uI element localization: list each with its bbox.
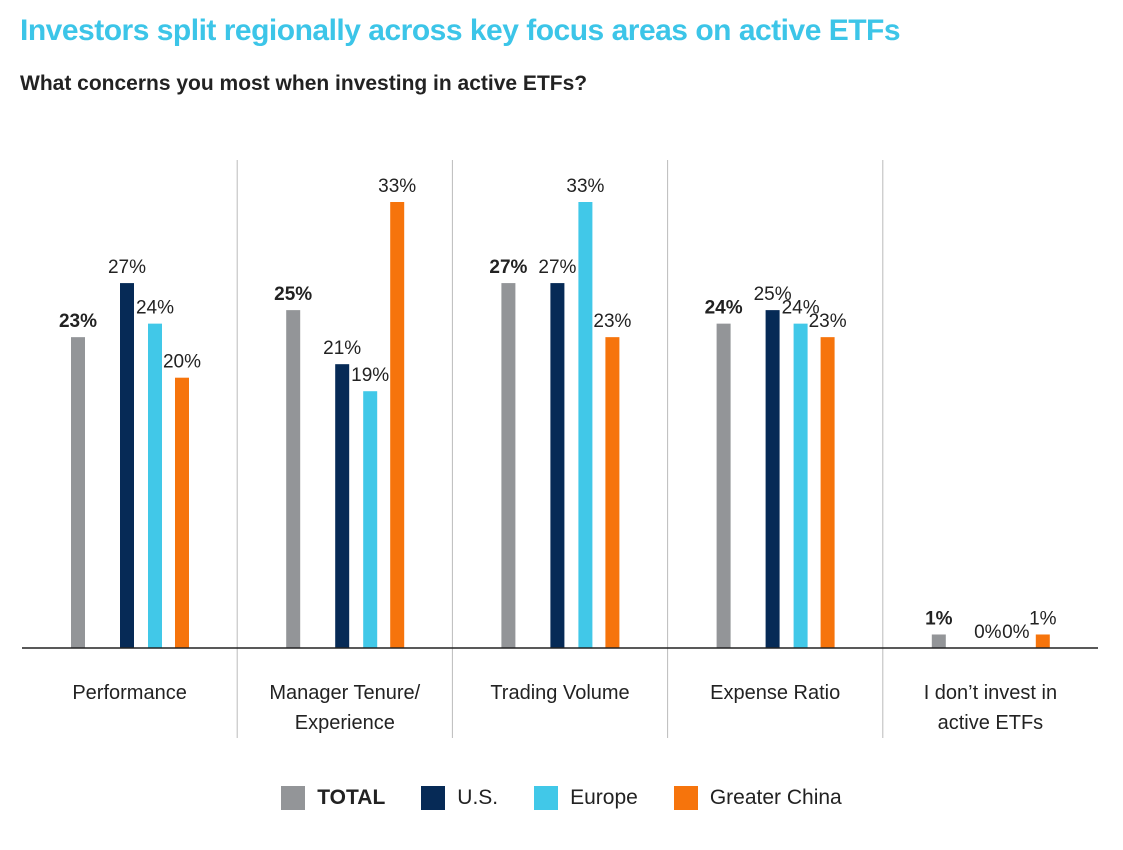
category-label: Experience bbox=[295, 712, 395, 734]
data-label-total: 27% bbox=[489, 257, 527, 278]
legend-item-china: Greater China bbox=[673, 786, 842, 810]
legend-item-europe: Europe bbox=[534, 786, 638, 810]
data-label-china: 20% bbox=[163, 352, 201, 373]
category-label: Expense Ratio bbox=[710, 682, 840, 704]
bar-china bbox=[605, 337, 620, 648]
bar-us bbox=[120, 283, 134, 648]
legend-swatch-europe bbox=[534, 786, 559, 810]
data-label-total: 24% bbox=[705, 298, 743, 319]
category-label: Trading Volume bbox=[490, 682, 629, 704]
data-label-europe: 24% bbox=[136, 298, 174, 319]
data-label-us: 27% bbox=[108, 257, 146, 278]
legend-item-total: TOTAL bbox=[281, 786, 385, 810]
bar-total bbox=[931, 634, 946, 648]
bar-total bbox=[71, 337, 85, 648]
category-label: Manager Tenure/ bbox=[269, 682, 420, 704]
data-label-total: 1% bbox=[925, 608, 953, 629]
data-label-china: 1% bbox=[1029, 608, 1057, 629]
data-label-us: 21% bbox=[323, 338, 361, 359]
bar-total bbox=[501, 283, 516, 648]
bar-china bbox=[390, 202, 405, 648]
data-label-europe: 33% bbox=[566, 176, 604, 197]
bar-europe bbox=[363, 391, 378, 648]
legend-label-us: U.S. bbox=[457, 786, 499, 809]
bar-europe bbox=[578, 202, 593, 648]
legend: TOTAL U.S. Europe Greater China bbox=[0, 786, 1123, 810]
bar-us bbox=[550, 283, 565, 648]
category-label: I don’t invest in bbox=[924, 682, 1057, 704]
legend-label-total: TOTAL bbox=[317, 786, 386, 809]
data-label-china: 33% bbox=[378, 176, 416, 197]
bar-chart: 23% 27% 24% 20% Performance 25% 21% 19% 33% Manag… bbox=[22, 160, 1098, 738]
bar-europe bbox=[793, 323, 808, 648]
data-label-us: 0% bbox=[974, 622, 1002, 643]
bar-us bbox=[765, 310, 780, 648]
data-label-total: 23% bbox=[59, 311, 97, 332]
bar-china bbox=[1035, 634, 1050, 648]
chart-title: Investors split regionally across key fo… bbox=[20, 14, 901, 47]
data-label-us: 25% bbox=[754, 284, 792, 305]
legend-item-us: U.S. bbox=[421, 786, 498, 810]
bar-total bbox=[286, 310, 301, 648]
bar-china bbox=[820, 337, 835, 648]
legend-label-china: Greater China bbox=[709, 786, 842, 809]
data-label-china: 23% bbox=[809, 311, 847, 332]
data-label-europe: 19% bbox=[351, 365, 389, 386]
data-label-europe: 24% bbox=[782, 298, 820, 319]
data-label-china: 23% bbox=[593, 311, 631, 332]
legend-swatch-china bbox=[673, 786, 698, 810]
legend-swatch-total bbox=[281, 786, 306, 810]
bar-us bbox=[335, 364, 350, 648]
bar-total bbox=[716, 323, 731, 648]
bar-china bbox=[175, 377, 189, 648]
legend-swatch-us bbox=[421, 786, 446, 810]
bar-europe bbox=[148, 323, 162, 648]
category-label: active ETFs bbox=[938, 712, 1044, 734]
data-label-us: 27% bbox=[538, 257, 576, 278]
category-label: Performance bbox=[72, 682, 187, 704]
data-label-europe: 0% bbox=[1002, 622, 1030, 643]
legend-label-europe: Europe bbox=[570, 786, 638, 809]
chart-subtitle: What concerns you most when investing in… bbox=[20, 72, 588, 95]
data-label-total: 25% bbox=[274, 284, 312, 305]
